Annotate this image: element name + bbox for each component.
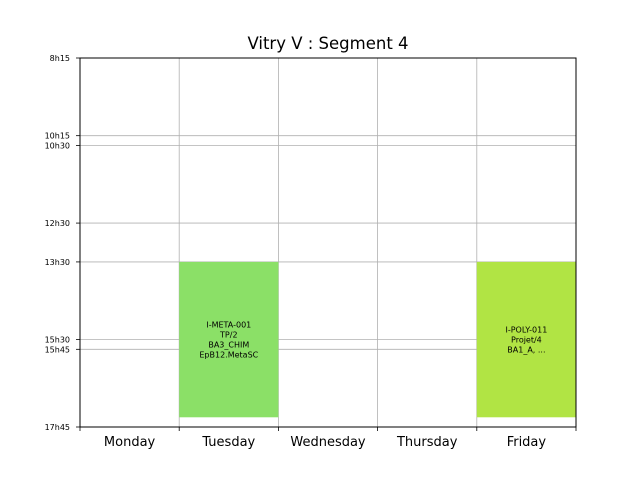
event-label-line: I-META-001 [206, 321, 251, 330]
event-label-line: I-POLY-011 [505, 326, 547, 335]
y-tick-label: 15h45 [45, 345, 70, 354]
y-tick-label: 10h30 [45, 141, 70, 150]
x-tick-label: Monday [104, 435, 156, 450]
event-block [179, 261, 279, 418]
y-tick-label: 17h45 [45, 423, 70, 432]
event-label-line: TP/2 [219, 331, 238, 340]
y-tick-label: 13h30 [45, 258, 70, 267]
x-tick-label: Friday [507, 435, 547, 450]
event-block [476, 261, 576, 418]
y-tick-label: 8h15 [50, 54, 70, 63]
y-tick-label: 12h30 [45, 219, 70, 228]
event-label-line: EpB12.MetaSC [199, 351, 258, 360]
y-tick-label: 15h30 [45, 336, 70, 345]
x-tick-label: Tuesday [201, 435, 255, 450]
event-label-line: BA3_CHIM [208, 341, 249, 350]
axes-frame [79, 57, 577, 428]
event-label-line: BA1_A, ... [507, 346, 545, 355]
y-tick-label: 10h15 [45, 132, 70, 141]
x-tick-label: Wednesday [290, 435, 366, 450]
chart-title: Vitry V : Segment 4 [247, 34, 408, 53]
x-tick-label: Thursday [396, 435, 458, 450]
event-label-line: Projet/4 [511, 336, 542, 345]
